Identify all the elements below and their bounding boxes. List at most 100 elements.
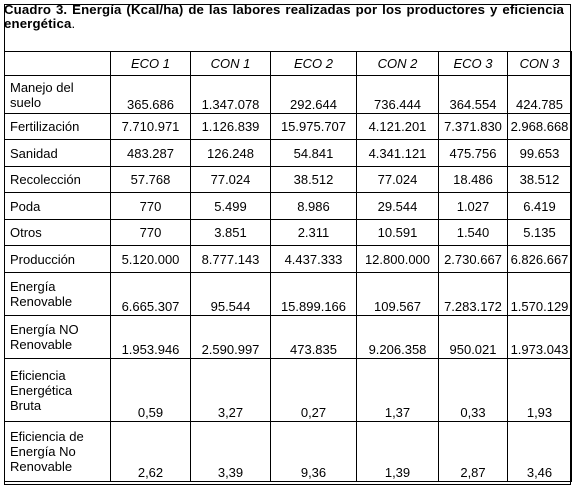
table-cell: 3.851: [190, 219, 271, 246]
table-cell: 8.986: [270, 192, 357, 220]
table-cell: 0,33: [438, 358, 508, 422]
table-row: Recolección 57.768 77.024 38.512 77.024 18.48…: [4, 166, 572, 193]
table-cell: 473.835: [270, 315, 357, 359]
table-cell: 1.570.129: [507, 272, 572, 316]
table-row: Fertilización 7.710.971 1.126.839 15.975.70…: [4, 113, 572, 140]
table-cell: 8.777.143: [190, 245, 271, 273]
table-cell: 483.287: [110, 139, 191, 167]
table-cell: 6.665.307: [110, 272, 191, 316]
column-header: CON 2: [356, 51, 439, 76]
table-cell: 2.590.997: [190, 315, 271, 359]
column-header: [4, 51, 111, 76]
table-row: Energía NO Renovable 1.953.946 2.590.997 473…: [4, 315, 572, 359]
row-label-line: Otros: [10, 225, 42, 240]
table-cell: 4.121.201: [356, 113, 439, 140]
row-label-line: suelo: [10, 94, 42, 110]
caption-title: Cuadro 3. Energía (Kcal/ha) de las labor…: [4, 2, 564, 31]
table-cell: 29.544: [356, 192, 439, 220]
row-label-line: Poda: [10, 198, 41, 214]
table-cell: 6.826.667: [507, 245, 572, 273]
row-label-line: Energética: [10, 382, 73, 398]
table-cell: 12.800.000: [356, 245, 439, 273]
table-row: Energía Renovable 6.665.307 95.544 15.899.16…: [4, 272, 572, 316]
table-cell: 292.644: [270, 75, 357, 114]
table-cell: 2,87: [438, 421, 508, 482]
table-cell: 7.710.971: [110, 113, 191, 140]
row-label-line: Sanidad: [10, 145, 58, 161]
table-row: Eficiencia Energética Bruta 0,59 3,27 0,27 1,3…: [4, 358, 572, 422]
row-label-line: Energía No: [10, 444, 76, 459]
table-cell: 1,37: [356, 358, 439, 422]
table-row: Eficiencia de Energía No Renovable 2,62 3,39…: [4, 421, 572, 482]
table-cell: 38.512: [270, 166, 357, 193]
table-cell: 57.768: [110, 166, 191, 193]
column-header: ECO 1: [110, 51, 191, 76]
table-cell: 3,39: [190, 421, 271, 482]
table-row: Producción 5.120.000 8.777.143 4.437.333 12.…: [4, 245, 572, 273]
row-label: Producción: [4, 245, 111, 273]
table-cell: 0,59: [110, 358, 191, 422]
table-cell: 1.027: [438, 192, 508, 220]
row-label-line: Manejo del: [10, 79, 74, 95]
caption-end: .: [71, 16, 76, 31]
table-cell: 770: [110, 219, 191, 246]
table-cell: 15.975.707: [270, 113, 357, 140]
row-label-line: Producción: [10, 251, 76, 267]
table-cell: 364.554: [438, 75, 508, 114]
table-cell: 2.968.668: [507, 113, 572, 140]
table-cell: 126.248: [190, 139, 271, 167]
row-label-line: Recolección: [10, 172, 81, 187]
table-cell: 475.756: [438, 139, 508, 167]
row-label: Otros: [4, 219, 111, 246]
table-cell: 1.953.946: [110, 315, 191, 359]
table-cell: 424.785: [507, 75, 572, 114]
table-cell: 736.444: [356, 75, 439, 114]
row-label-line: Fertilización: [10, 119, 80, 134]
table-cell: 1.126.839: [190, 113, 271, 140]
row-label-line: Eficiencia: [10, 367, 66, 383]
table-cell: 5.499: [190, 192, 271, 220]
row-label: Poda: [4, 192, 111, 220]
table-cell: 1.347.078: [190, 75, 271, 114]
row-label: Energía Renovable: [4, 272, 111, 316]
row-label-line: Energía: [10, 279, 56, 294]
row-label: Eficiencia de Energía No Renovable: [4, 421, 111, 482]
table-row: Poda 770 5.499 8.986 29.544 1.027 6.419: [4, 192, 572, 220]
row-label: Eficiencia Energética Bruta: [4, 358, 111, 422]
column-header: ECO 2: [270, 51, 357, 76]
table-cell: 1,39: [356, 421, 439, 482]
table-cell: 1,93: [507, 358, 572, 422]
header-row: ECO 1 CON 1 ECO 2 CON 2 ECO 3 CON 3: [4, 51, 572, 76]
table-cell: 9.206.358: [356, 315, 439, 359]
table-cell: 6.419: [507, 192, 572, 220]
table-row: Sanidad 483.287 126.248 54.841 4.341.121 475.…: [4, 139, 572, 167]
row-label: Manejo del suelo: [4, 75, 111, 114]
table-cell: 5.120.000: [110, 245, 191, 273]
table-cell: 7.283.172: [438, 272, 508, 316]
table-cell: 2.311: [270, 219, 357, 246]
table-cell: 18.486: [438, 166, 508, 193]
table-cell: 950.021: [438, 315, 508, 359]
table-cell: 1.540: [438, 219, 508, 246]
table-cell: 10.591: [356, 219, 439, 246]
table-cell: 54.841: [270, 139, 357, 167]
table-cell: 99.653: [507, 139, 572, 167]
table-cell: 77.024: [356, 166, 439, 193]
row-label: Fertilización: [4, 113, 111, 140]
table-cell: 5.135: [507, 219, 572, 246]
table-cell: 77.024: [190, 166, 271, 193]
table-row: Manejo del suelo 365.686 1.347.078 292.644 73…: [4, 75, 572, 114]
table-caption: Cuadro 3. Energía (Kcal/ha) de las labor…: [4, 3, 564, 31]
energy-table: ECO 1 CON 1 ECO 2 CON 2 ECO 3 CON 3 Mane…: [4, 51, 572, 482]
table-cell: 38.512: [507, 166, 572, 193]
table-cell: 1.973.043: [507, 315, 572, 359]
row-label-line: Bruta: [10, 397, 42, 413]
table-cell: 4.437.333: [270, 245, 357, 273]
row-label-line: Renovable: [10, 459, 73, 474]
column-header: ECO 3: [438, 51, 508, 76]
table-cell: 4.341.121: [356, 139, 439, 167]
table-cell: 15.899.166: [270, 272, 357, 316]
row-label-line: Renovable: [10, 294, 73, 309]
table-cell: 109.567: [356, 272, 439, 316]
column-header: CON 1: [190, 51, 271, 76]
